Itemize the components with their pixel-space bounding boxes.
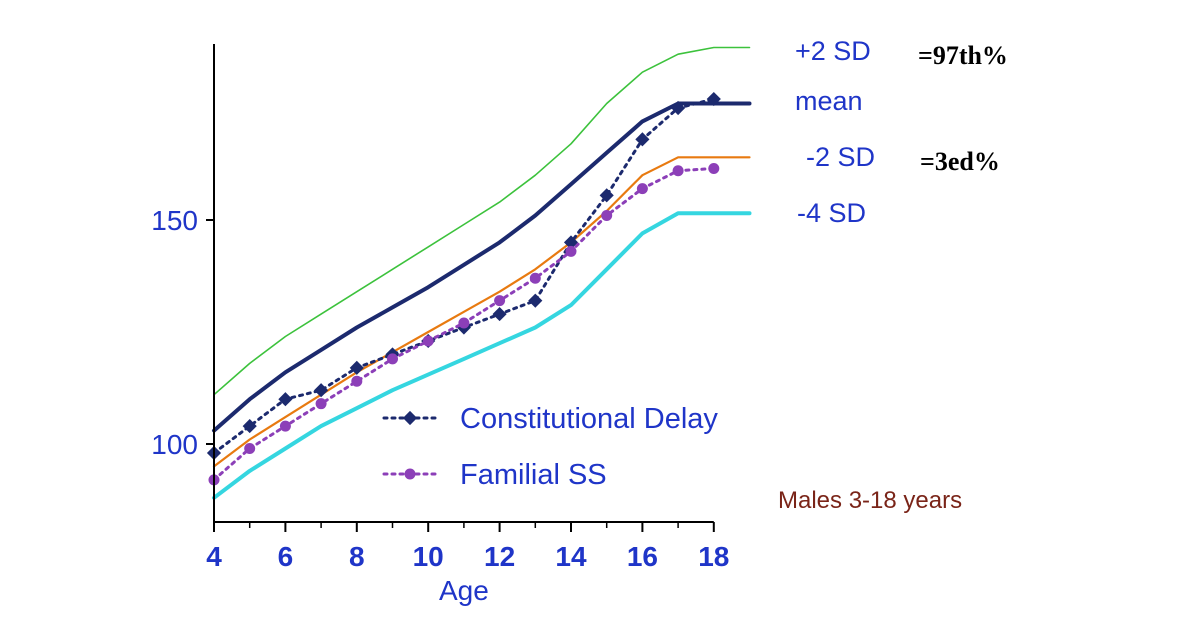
x-ticks: 4 6 8 10 12 14 16 18 bbox=[206, 522, 729, 572]
data-point bbox=[458, 317, 470, 329]
data-point bbox=[706, 91, 721, 107]
data-point bbox=[314, 383, 329, 398]
data-point bbox=[422, 335, 434, 347]
data-point bbox=[601, 210, 613, 222]
data-point bbox=[494, 295, 506, 307]
data-point bbox=[315, 398, 327, 410]
reference-curve-3 bbox=[212, 156, 751, 468]
x-tick-label: 10 bbox=[413, 541, 444, 572]
data-point bbox=[635, 132, 650, 147]
y-ticks: 100 150 bbox=[151, 205, 214, 460]
x-tick-label: 8 bbox=[349, 541, 365, 572]
series-2 bbox=[208, 162, 720, 486]
data-point bbox=[671, 100, 686, 116]
y-tick-label: 100 bbox=[151, 429, 198, 460]
data-point bbox=[279, 420, 291, 432]
percentile-note: =3ed% bbox=[920, 147, 1000, 176]
x-tick-label: 12 bbox=[484, 541, 515, 572]
legend-marker bbox=[404, 468, 416, 480]
percentile-note: =97th% bbox=[918, 41, 1008, 70]
data-point bbox=[528, 293, 543, 308]
data-point bbox=[636, 183, 648, 195]
data-point bbox=[563, 235, 579, 250]
reference-curve-4 bbox=[212, 211, 752, 500]
data-point bbox=[708, 162, 720, 174]
curve-labels: +2 SD =97th% mean -2 SD =3ed% -4 SD bbox=[795, 36, 1008, 228]
data-point bbox=[387, 353, 398, 365]
data-series bbox=[206, 91, 721, 486]
data-point bbox=[242, 419, 257, 434]
legend-marker bbox=[402, 410, 418, 426]
x-tick-label: 4 bbox=[206, 541, 222, 572]
x-tick-label: 16 bbox=[627, 541, 658, 572]
curve-label: -2 SD bbox=[806, 142, 875, 172]
legend: Constitutional Delay Familial SS bbox=[382, 403, 718, 491]
data-point bbox=[244, 442, 256, 454]
data-point bbox=[492, 307, 507, 322]
data-point bbox=[529, 272, 541, 284]
data-point bbox=[351, 375, 363, 387]
reference-curve-2 bbox=[212, 101, 752, 433]
x-tick-label: 14 bbox=[555, 541, 587, 572]
data-point bbox=[599, 188, 614, 203]
x-tick-label: 6 bbox=[278, 541, 294, 572]
x-axis-label: Age bbox=[439, 575, 489, 606]
reference-curve-1 bbox=[213, 46, 751, 396]
chart-caption: Males 3-18 years bbox=[778, 487, 962, 514]
curve-label: +2 SD bbox=[795, 36, 871, 66]
reference-curves bbox=[212, 46, 752, 500]
data-point bbox=[672, 165, 684, 177]
data-point bbox=[565, 245, 577, 257]
axes bbox=[213, 44, 714, 530]
legend-label: Familial SS bbox=[460, 459, 607, 491]
data-point bbox=[278, 392, 293, 407]
data-point bbox=[349, 360, 364, 375]
curve-label: mean bbox=[795, 86, 863, 116]
x-tick-label: 18 bbox=[698, 541, 729, 572]
y-tick-label: 150 bbox=[151, 205, 198, 236]
curve-label: -4 SD bbox=[797, 198, 866, 228]
legend-label: Constitutional Delay bbox=[460, 403, 718, 435]
